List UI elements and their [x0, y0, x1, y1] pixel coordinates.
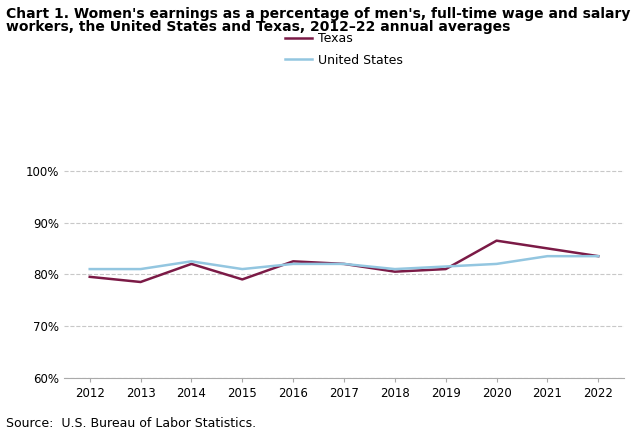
Texas — [340, 261, 348, 266]
United States — [442, 264, 449, 269]
Texas — [442, 266, 449, 272]
United States — [289, 261, 297, 266]
United States — [86, 266, 94, 272]
Text: Chart 1. Women's earnings as a percentage of men's, full-time wage and salary: Chart 1. Women's earnings as a percentag… — [6, 7, 631, 20]
Texas — [493, 238, 500, 243]
Line: Texas: Texas — [90, 241, 598, 282]
Texas — [289, 259, 297, 264]
Text: workers, the United States and Texas, 2012–22 annual averages: workers, the United States and Texas, 20… — [6, 20, 511, 33]
United States — [340, 261, 348, 266]
United States — [594, 253, 602, 259]
Line: United States: United States — [90, 256, 598, 269]
Legend: Texas, United States: Texas, United States — [285, 32, 403, 67]
Texas — [239, 277, 246, 282]
Texas — [188, 261, 195, 266]
Texas — [86, 274, 94, 279]
Text: Source:  U.S. Bureau of Labor Statistics.: Source: U.S. Bureau of Labor Statistics. — [6, 417, 257, 430]
Texas — [391, 269, 399, 274]
United States — [391, 266, 399, 272]
United States — [239, 266, 246, 272]
United States — [188, 259, 195, 264]
United States — [543, 253, 551, 259]
Texas — [137, 279, 145, 285]
United States — [137, 266, 145, 272]
Texas — [594, 253, 602, 259]
Texas — [543, 246, 551, 251]
United States — [493, 261, 500, 266]
